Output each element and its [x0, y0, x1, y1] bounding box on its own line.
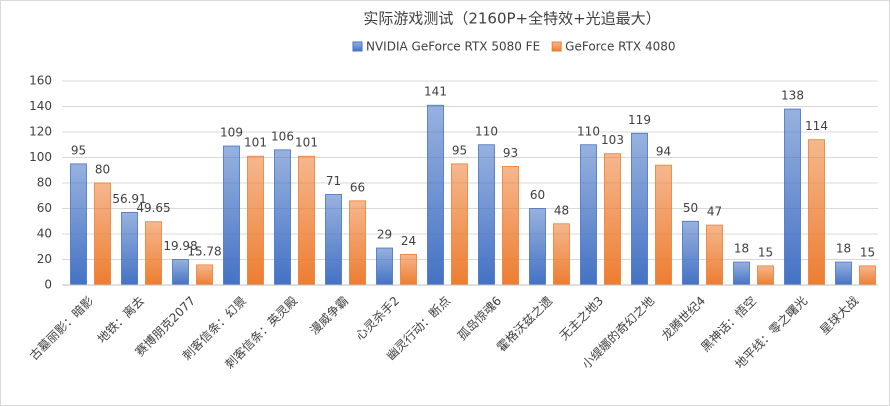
data-label: 71 [326, 174, 341, 188]
data-label: 19.98 [163, 239, 197, 253]
data-label: 15 [758, 245, 773, 259]
bar [172, 259, 189, 286]
data-label: 49.65 [136, 201, 170, 215]
bar [145, 221, 162, 286]
data-label: 95 [452, 143, 467, 157]
y-tick-label: 20 [37, 252, 52, 266]
bar [529, 208, 546, 286]
y-tick-label: 100 [29, 150, 52, 164]
bar [298, 155, 315, 286]
legend-label: GeForce RTX 4080 [565, 40, 675, 54]
data-label: 101 [244, 136, 267, 150]
y-tick-label: 160 [29, 74, 52, 88]
data-label: 138 [781, 89, 804, 103]
data-label: 101 [295, 136, 318, 150]
bar [631, 132, 648, 286]
bar [451, 163, 468, 286]
bar [580, 144, 597, 286]
bar [835, 261, 852, 286]
bar [553, 223, 570, 286]
bar [784, 108, 801, 286]
bar [706, 224, 723, 286]
data-label: 29 [377, 228, 392, 242]
data-label: 119 [628, 113, 651, 127]
y-tick-label: 80 [37, 176, 52, 190]
data-label: 94 [656, 145, 671, 159]
bar [121, 212, 138, 286]
data-label: 56.91 [112, 192, 146, 206]
bar [223, 145, 240, 286]
bar [70, 163, 87, 286]
data-label: 109 [220, 126, 243, 140]
bar [349, 200, 366, 286]
data-label: 110 [577, 124, 600, 138]
bar [808, 139, 825, 286]
bar [427, 104, 444, 286]
bar [94, 182, 111, 286]
y-tick-label: 120 [29, 125, 52, 139]
y-tick-label: 0 [44, 278, 52, 292]
chart-title: 实际游戏测试（2160P+全特效+光追最大） [363, 10, 660, 28]
bar [247, 155, 264, 286]
data-label: 66 [350, 180, 365, 194]
bar [274, 149, 291, 286]
bar [502, 166, 519, 286]
data-label: 15.78 [187, 244, 221, 258]
bar [325, 194, 342, 286]
data-label: 18 [734, 242, 749, 256]
bar [478, 144, 495, 286]
legend-label: NVIDIA GeForce RTX 5080 FE [366, 40, 540, 54]
bar [196, 264, 213, 286]
data-label: 18 [836, 242, 851, 256]
data-label: 24 [401, 234, 416, 248]
bar [655, 164, 672, 286]
bar [400, 253, 417, 286]
bar [682, 220, 699, 286]
data-label: 141 [424, 85, 447, 99]
bar [733, 261, 750, 286]
y-tick-label: 40 [37, 227, 52, 241]
bar [859, 265, 876, 286]
data-label: 15 [860, 245, 875, 259]
data-label: 110 [475, 124, 498, 138]
y-tick-label: 60 [37, 201, 52, 215]
data-label: 103 [601, 133, 624, 147]
legend-swatch [551, 41, 562, 52]
data-label: 48 [554, 203, 569, 217]
data-label: 50 [683, 201, 698, 215]
data-label: 47 [707, 205, 722, 219]
data-label: 93 [503, 146, 518, 160]
bar [604, 153, 621, 286]
legend-swatch [352, 41, 363, 52]
bar [376, 247, 393, 286]
data-label: 114 [805, 119, 828, 133]
data-label: 95 [71, 143, 86, 157]
data-label: 60 [530, 188, 545, 202]
y-tick-label: 140 [29, 99, 52, 113]
data-label: 80 [95, 163, 110, 177]
data-label: 106 [271, 129, 294, 143]
bar [757, 265, 774, 286]
